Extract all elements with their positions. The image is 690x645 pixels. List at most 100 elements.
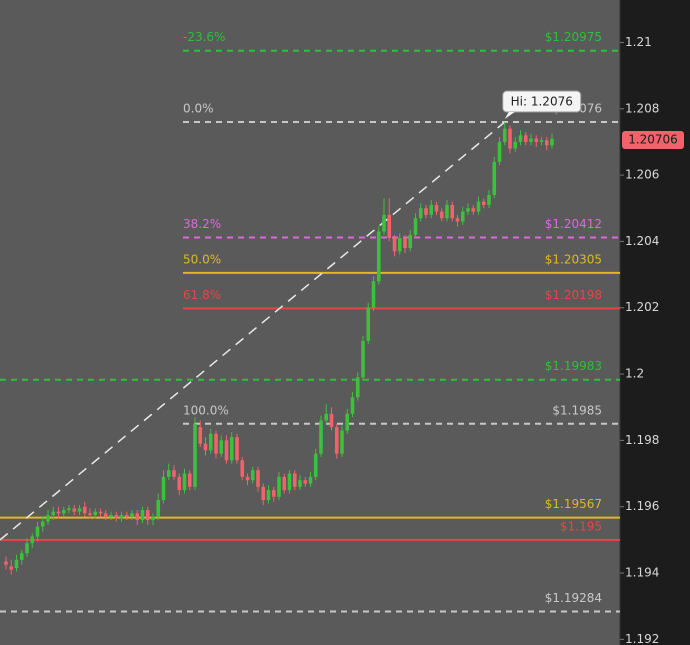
y-tick-label: 1.206: [625, 168, 659, 182]
candle-body: [492, 161, 497, 195]
y-tick-label: 1.2: [625, 367, 644, 381]
candle-body: [229, 437, 234, 461]
candle-body: [245, 476, 250, 481]
hi-tooltip-text: Hi: 1.2076: [511, 95, 573, 109]
candle-body: [413, 218, 418, 235]
candle-body: [182, 473, 187, 491]
candle-body: [345, 413, 350, 431]
candle-body: [56, 511, 61, 514]
level-price: $1.20412: [545, 217, 602, 231]
y-tick-label: 1.192: [625, 632, 659, 645]
candle-body: [313, 453, 318, 477]
y-tick-label: 1.196: [625, 499, 659, 513]
candle-body: [256, 470, 260, 487]
candle-body: [397, 238, 402, 252]
candle-body: [455, 218, 460, 222]
candle-body: [439, 211, 444, 219]
candle-body: [429, 204, 434, 215]
level-percent: 100.0%: [183, 403, 229, 417]
level-price: $1.20305: [545, 252, 602, 266]
candle-body: [193, 423, 197, 487]
candle-body: [161, 476, 166, 501]
candle-body: [266, 490, 271, 501]
candle-body: [250, 470, 255, 481]
candle-body: [366, 307, 371, 341]
level-percent: -23.6%: [183, 30, 225, 44]
candle-body: [30, 536, 35, 544]
candle-body: [434, 204, 439, 212]
candle-body: [513, 141, 518, 149]
candle-body: [51, 511, 56, 516]
candle-body: [497, 141, 502, 162]
candle-body: [124, 515, 129, 517]
candle-body: [109, 515, 113, 517]
candle-body: [224, 440, 229, 461]
candle-body: [550, 138, 554, 146]
candle-body: [523, 135, 528, 142]
candle-body: [151, 516, 155, 520]
last-price-label: 1.20706: [628, 132, 678, 146]
candle-body: [329, 413, 334, 428]
candle-body: [445, 204, 449, 219]
candle-body: [9, 566, 14, 570]
level-percent: 0.0%: [183, 102, 214, 116]
candle-body: [534, 138, 539, 142]
candle-body: [403, 238, 407, 249]
level-percent: 61.8%: [183, 288, 221, 302]
candle-body: [529, 138, 533, 142]
candle-body: [282, 476, 287, 491]
candle-body: [355, 377, 360, 398]
level-percent: 50.0%: [183, 252, 221, 266]
candle-body: [72, 508, 77, 512]
level-price: $1.20198: [545, 288, 602, 302]
hi-tooltip-pointer: [504, 112, 515, 120]
candle-body: [208, 433, 213, 451]
candle-body: [487, 194, 491, 205]
last-price-tag: [622, 130, 684, 149]
candle-body: [476, 201, 481, 212]
candle-body: [240, 460, 245, 477]
candle-body: [324, 413, 329, 421]
candle-body: [508, 128, 512, 149]
candle-body: [450, 204, 455, 219]
candle-body: [298, 480, 302, 487]
candle-body: [424, 208, 428, 215]
candle-body: [4, 561, 8, 565]
candle-body: [93, 511, 98, 516]
candle-body: [481, 201, 486, 205]
y-tick-label: 1.198: [625, 433, 659, 447]
candle-body: [261, 486, 266, 501]
candle-body: [235, 437, 239, 461]
y-tick-label: 1.202: [625, 300, 659, 314]
candle-body: [466, 208, 470, 212]
trendline: [0, 121, 506, 541]
candle-body: [518, 135, 523, 142]
candle-body: [46, 515, 50, 522]
candle-body: [103, 513, 108, 517]
candle-body: [334, 427, 339, 454]
level-percent: 38.2%: [183, 217, 221, 231]
level-price: $1.19567: [545, 497, 602, 511]
level-price: $1.20975: [545, 30, 602, 44]
candle-body: [177, 476, 182, 491]
candle-body: [544, 140, 549, 146]
candle-body: [172, 470, 176, 477]
candle-body: [392, 238, 397, 252]
candle-body: [408, 234, 413, 249]
candle-body: [376, 231, 381, 282]
candle-body: [271, 490, 276, 497]
y-tick-label: 1.204: [625, 234, 659, 248]
price-axis: [620, 0, 690, 645]
candle-body: [145, 510, 150, 520]
candle-body: [502, 128, 507, 142]
candle-body: [114, 515, 119, 519]
candle-body: [35, 526, 40, 537]
candle-body: [140, 510, 145, 520]
candle-body: [19, 553, 24, 560]
candle-body: [350, 397, 355, 414]
level-price: $1.195: [560, 519, 602, 533]
candle-body: [308, 476, 313, 484]
candle-body: [119, 515, 124, 519]
candle-body: [198, 427, 203, 444]
candle-body: [77, 508, 82, 512]
